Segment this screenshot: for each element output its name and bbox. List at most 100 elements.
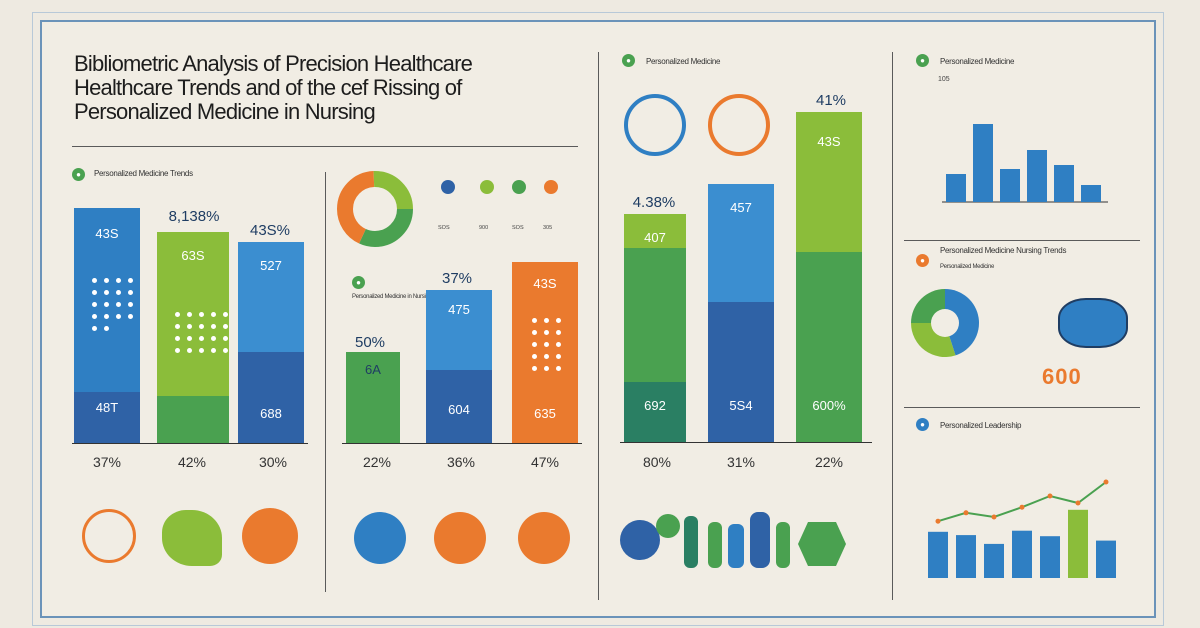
legend-value: 305	[543, 225, 553, 231]
bar	[1027, 150, 1047, 202]
divider	[904, 407, 1140, 408]
bar-value: 604	[448, 402, 470, 417]
legend-value: 900	[479, 225, 489, 231]
axis	[72, 443, 308, 444]
percent-label: 47%	[530, 454, 560, 470]
section-dot: ●	[72, 168, 85, 181]
bar-top-value: 4.38%	[632, 194, 676, 211]
bar-value: 457	[730, 200, 752, 215]
dna-helix-icon	[434, 512, 486, 564]
section-label: Personalized Medicine	[940, 57, 1015, 66]
series-point	[1047, 493, 1053, 499]
bar-mid	[796, 252, 862, 442]
series-point	[991, 514, 997, 520]
dot-grid	[175, 312, 228, 353]
bar-value: 527	[260, 258, 282, 273]
bar	[956, 535, 976, 578]
percent-label: 30%	[258, 454, 288, 470]
percent-label: 36%	[446, 454, 476, 470]
brain-hand-icon	[708, 94, 770, 156]
series-point	[1075, 500, 1081, 506]
bar-value: 692	[644, 398, 666, 413]
bar-value: 635	[534, 406, 556, 421]
percent-label: 22%	[814, 454, 844, 470]
bar-value: 43S	[533, 276, 557, 291]
bar-value: 407	[644, 230, 666, 245]
series-point	[1019, 504, 1025, 510]
bar-value: 475	[448, 302, 470, 317]
bar-value: 63S	[181, 248, 205, 263]
bar-base	[624, 382, 686, 442]
divider	[72, 146, 578, 147]
person-icon	[624, 94, 686, 156]
axis-label: 105	[938, 76, 950, 83]
bar-top-value: 37%	[441, 270, 473, 287]
bar	[1081, 185, 1101, 202]
people-group-icon	[620, 512, 846, 568]
donut-hole	[931, 309, 959, 337]
bar	[1012, 530, 1032, 578]
legend-value: SOS	[438, 225, 450, 231]
section-dot: ●	[916, 418, 929, 431]
bar	[928, 531, 948, 578]
bar-value: 43S	[95, 226, 119, 241]
mother-baby-icon	[242, 508, 298, 564]
pills-icon	[518, 512, 570, 564]
mini-bar-chart	[942, 124, 1108, 203]
percent-label: 80%	[642, 454, 672, 470]
bar	[946, 174, 966, 202]
section-dot: ●	[916, 254, 929, 267]
bar-base	[157, 396, 229, 443]
bar	[1096, 540, 1116, 578]
divider	[325, 172, 326, 592]
divider	[892, 52, 893, 600]
section-dot: ●	[622, 54, 635, 67]
bar	[512, 262, 578, 443]
legend-icon	[480, 180, 494, 194]
bar-value: 5S4	[729, 398, 753, 413]
bar-value: 6A	[365, 362, 381, 377]
bar-top-value: 50%	[354, 334, 386, 351]
doctor-tablet-icon	[82, 509, 136, 563]
donut-chart	[337, 171, 413, 247]
pie-slice	[945, 289, 979, 356]
percent-label: 42%	[177, 454, 207, 470]
bar	[1000, 169, 1020, 202]
divider	[598, 52, 599, 600]
globe-icon	[1058, 298, 1128, 348]
section-label: Personalized Leadership	[940, 421, 1022, 430]
bar-base	[238, 352, 304, 443]
bar-value: 48T	[95, 400, 119, 415]
section-label: Personalized Medicine	[646, 57, 721, 66]
page-title: Bibliometric Analysis of Precision Healt…	[74, 51, 473, 124]
bar-top-value: 43S%	[249, 222, 291, 239]
percent-label: 31%	[726, 454, 756, 470]
section-label: Personalized Medicine Trends	[94, 169, 193, 178]
legend-icon	[441, 180, 455, 194]
bar	[1040, 536, 1060, 578]
series-point	[1103, 479, 1109, 485]
bar	[984, 543, 1004, 578]
section-sublabel: Personalized Medicine	[940, 264, 995, 270]
bar	[346, 352, 400, 443]
percent-label: 37%	[92, 454, 122, 470]
section-label: Personalized Medicine Nursing Trends	[940, 246, 1067, 255]
bar-top-value: 41%	[815, 92, 847, 109]
bar	[973, 124, 993, 202]
series-point	[935, 518, 941, 524]
legend-icon	[512, 180, 526, 194]
bar-value: 43S	[817, 134, 841, 149]
combo-chart	[928, 479, 1116, 578]
pie-chart	[911, 289, 979, 357]
bar-value: 688	[260, 406, 282, 421]
legend-value: SOS	[512, 225, 524, 231]
logo-text: 600	[1042, 364, 1082, 389]
bar-value: 600%	[812, 398, 846, 413]
axis	[620, 442, 872, 443]
section-dot: ●	[352, 276, 365, 289]
section-dot: ●	[916, 54, 929, 67]
divider	[904, 240, 1140, 241]
bar-base	[426, 370, 492, 443]
axis	[342, 443, 582, 444]
bar	[1068, 509, 1088, 578]
